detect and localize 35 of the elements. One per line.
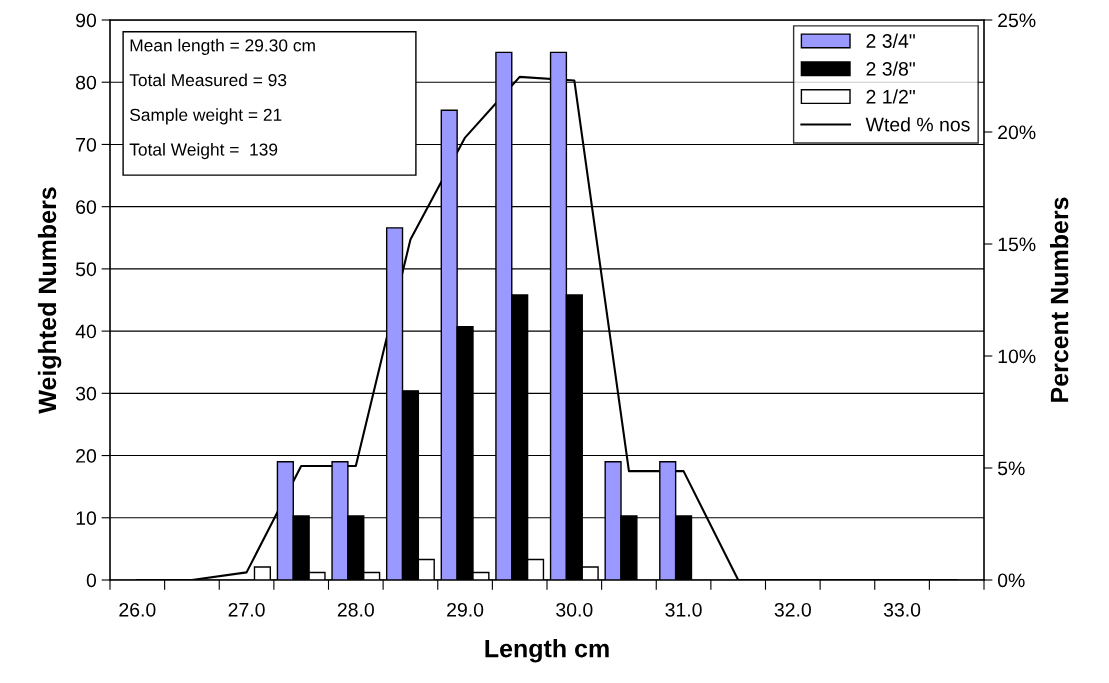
y-axis-title: Weighted Numbers xyxy=(37,187,62,414)
y2-tick-label: 20% xyxy=(998,125,1036,140)
y2-tick-label: 10% xyxy=(998,349,1036,364)
x-tick-label: 29.0 xyxy=(447,602,484,617)
legend-label: 2 1/2" xyxy=(866,89,915,104)
y-tick-label: 20 xyxy=(76,449,97,463)
x-tick-label: 32.0 xyxy=(774,602,811,617)
y-tick-label: 90 xyxy=(76,13,97,28)
x-tick-label: 31.0 xyxy=(665,602,702,617)
y-tick-label: 10 xyxy=(76,511,97,526)
legend-label: Wted % nos xyxy=(865,117,970,132)
x-tick-label: 27.0 xyxy=(228,602,265,617)
y2-tick-label: 15% xyxy=(998,237,1036,252)
y-tick-label: 80 xyxy=(76,75,97,90)
y2-tick-label: 25% xyxy=(998,13,1036,28)
annotation: Mean length = 29.30 cm xyxy=(130,38,315,55)
x-axis-title: Length cm xyxy=(485,639,609,663)
x-tick-label: 33.0 xyxy=(883,602,921,617)
x-tick-label: 28.0 xyxy=(337,602,374,617)
legend-label: 2 3/8" xyxy=(866,61,915,76)
y-tick-label: 70 xyxy=(76,137,97,152)
y-tick-label: 40 xyxy=(75,324,97,339)
y-tick-label: 60 xyxy=(76,200,97,214)
annotation: Sample weight = 21 xyxy=(130,108,282,125)
x-tick-label: 26.0 xyxy=(119,602,156,617)
y2-tick-label: 5% xyxy=(997,461,1025,476)
y-tick-label: 50 xyxy=(75,262,97,277)
y2-axis-title: Percent Numbers xyxy=(1050,197,1069,402)
annotation: Total Weight = 139 xyxy=(129,142,278,160)
y2-tick-label: 0% xyxy=(997,573,1025,588)
x-tick-label: 30.0 xyxy=(556,602,593,617)
annotation: Total Measured = 93 xyxy=(129,73,287,87)
legend-label: 2 3/4" xyxy=(866,33,915,48)
y-tick-label: 30 xyxy=(75,386,97,401)
y-tick-label: 0 xyxy=(86,573,97,588)
